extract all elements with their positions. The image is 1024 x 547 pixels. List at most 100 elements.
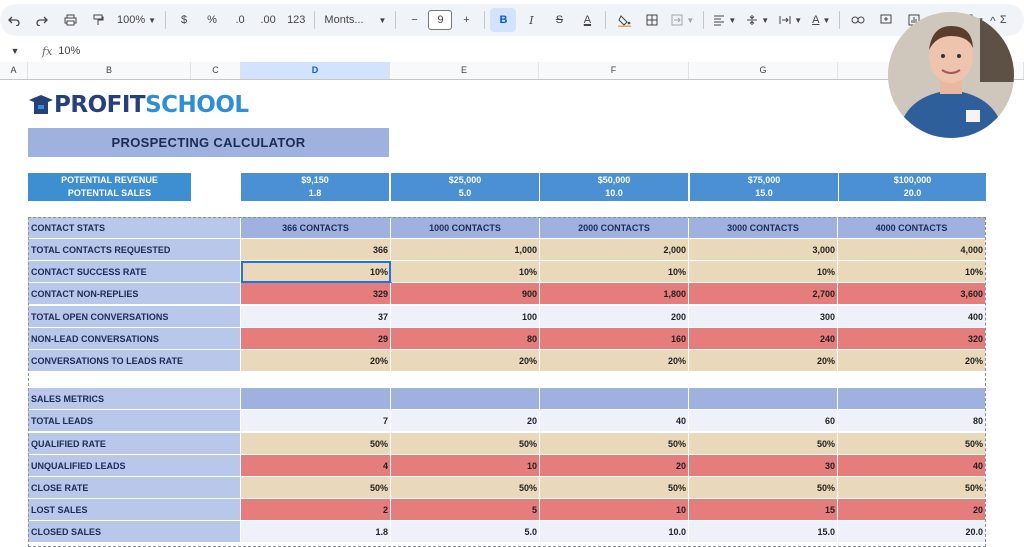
- value-cell[interactable]: 50%: [391, 433, 540, 455]
- value-cell[interactable]: 50%: [241, 433, 391, 455]
- row-label[interactable]: CLOSE RATE: [28, 477, 241, 499]
- decrease-font-size-button[interactable]: −: [411, 14, 418, 26]
- value-cell[interactable]: 20: [540, 455, 689, 477]
- value-cell[interactable]: 3,000: [689, 239, 838, 261]
- value-cell[interactable]: 20%: [540, 350, 689, 372]
- potential-cell[interactable]: $75,000 15.0: [690, 173, 838, 201]
- potential-cell[interactable]: $50,000 10.0: [540, 173, 688, 201]
- value-cell[interactable]: 5: [391, 499, 540, 521]
- value-cell[interactable]: 2: [241, 499, 391, 521]
- selected-cell[interactable]: 10%: [241, 261, 391, 283]
- row-label[interactable]: NON-LEAD CONVERSATIONS: [28, 328, 241, 350]
- value-cell[interactable]: 50%: [540, 433, 689, 455]
- value-cell[interactable]: 15: [689, 499, 838, 521]
- value-cell[interactable]: 30: [689, 455, 838, 477]
- value-cell[interactable]: 320: [838, 328, 986, 350]
- value-cell[interactable]: 29: [241, 328, 391, 350]
- value-cell[interactable]: 15.0: [689, 521, 838, 543]
- row-label[interactable]: TOTAL LEADS: [28, 410, 241, 432]
- value-cell[interactable]: 20%: [689, 350, 838, 372]
- merge-cells-icon[interactable]: ▼: [667, 8, 698, 32]
- value-cell[interactable]: 80: [838, 410, 986, 432]
- value-cell[interactable]: 50%: [241, 477, 391, 499]
- undo-icon[interactable]: [1, 8, 27, 32]
- vertical-align-icon[interactable]: ▼: [742, 8, 773, 32]
- column-header-e[interactable]: E: [390, 62, 539, 79]
- contact-stats-header[interactable]: CONTACT STATS: [28, 217, 241, 239]
- value-cell[interactable]: 100: [391, 306, 540, 328]
- column-header-f[interactable]: F: [539, 62, 689, 79]
- value-cell[interactable]: 20%: [391, 350, 540, 372]
- value-cell[interactable]: 20: [391, 410, 540, 432]
- strikethrough-button[interactable]: S: [555, 14, 564, 26]
- column-header-g[interactable]: G: [689, 62, 838, 79]
- value-cell[interactable]: 50%: [838, 433, 986, 455]
- column-label-cell[interactable]: 3000 CONTACTS: [689, 217, 838, 239]
- empty-header-cell[interactable]: [391, 388, 540, 410]
- print-icon[interactable]: [57, 8, 83, 32]
- name-box-dropdown-icon[interactable]: ▼: [10, 46, 20, 56]
- value-cell[interactable]: 50%: [689, 433, 838, 455]
- value-cell[interactable]: 4: [241, 455, 391, 477]
- value-cell[interactable]: 10: [540, 499, 689, 521]
- value-cell[interactable]: 40: [540, 410, 689, 432]
- column-label-cell[interactable]: 2000 CONTACTS: [540, 217, 689, 239]
- zoom-select[interactable]: 100% ▼: [113, 8, 160, 32]
- value-cell[interactable]: 20%: [838, 350, 986, 372]
- value-cell[interactable]: 366: [241, 239, 391, 261]
- decrease-decimal-button[interactable]: .0: [235, 14, 245, 26]
- value-cell[interactable]: 20.0: [838, 521, 986, 543]
- empty-header-cell[interactable]: [689, 388, 838, 410]
- italic-button[interactable]: I: [529, 13, 534, 27]
- value-cell[interactable]: 50%: [540, 477, 689, 499]
- borders-icon[interactable]: [639, 8, 665, 32]
- text-rotation-button[interactable]: A ▼: [808, 8, 834, 32]
- column-label-cell[interactable]: 4000 CONTACTS: [838, 217, 986, 239]
- redo-icon[interactable]: [29, 8, 55, 32]
- increase-decimal-button[interactable]: .00: [260, 14, 276, 26]
- column-header-b[interactable]: B: [28, 62, 191, 79]
- potential-cell[interactable]: $9,150 1.8: [241, 173, 389, 201]
- value-cell[interactable]: 7: [241, 410, 391, 432]
- value-cell[interactable]: 20: [838, 499, 986, 521]
- value-cell[interactable]: 10.0: [540, 521, 689, 543]
- value-cell[interactable]: 40: [838, 455, 986, 477]
- row-label[interactable]: CLOSED SALES: [28, 521, 241, 543]
- value-cell[interactable]: 10%: [540, 261, 689, 283]
- number-format-button[interactable]: 123: [287, 14, 306, 26]
- paint-format-icon[interactable]: [85, 8, 111, 32]
- value-cell[interactable]: 10%: [689, 261, 838, 283]
- fill-color-icon[interactable]: [611, 8, 637, 32]
- font-size-input[interactable]: 9: [428, 10, 453, 30]
- value-cell[interactable]: 329: [241, 283, 391, 305]
- horizontal-align-icon[interactable]: ▼: [709, 8, 740, 32]
- row-label[interactable]: UNQUALIFIED LEADS: [28, 455, 241, 477]
- increase-font-size-button[interactable]: +: [463, 14, 470, 26]
- column-header-a[interactable]: A: [0, 62, 28, 79]
- value-cell[interactable]: 60: [689, 410, 838, 432]
- value-cell[interactable]: 160: [540, 328, 689, 350]
- row-label[interactable]: CONTACT NON-REPLIES: [28, 283, 241, 305]
- value-cell[interactable]: 37: [241, 306, 391, 328]
- potential-cell[interactable]: $25,000 5.0: [391, 173, 539, 201]
- font-select[interactable]: Monts... ▼: [320, 8, 390, 32]
- formula-input[interactable]: 10%: [58, 45, 81, 57]
- value-cell[interactable]: 1.8: [241, 521, 391, 543]
- row-label[interactable]: CONVERSATIONS TO LEADS RATE: [28, 350, 241, 372]
- value-cell[interactable]: 50%: [391, 477, 540, 499]
- potential-cell[interactable]: $100,000 20.0: [839, 173, 986, 201]
- value-cell[interactable]: 4,000: [838, 239, 986, 261]
- value-cell[interactable]: 240: [689, 328, 838, 350]
- bold-button[interactable]: B: [490, 8, 517, 32]
- percent-format-button[interactable]: %: [207, 14, 217, 26]
- value-cell[interactable]: 400: [838, 306, 986, 328]
- column-label-cell[interactable]: 366 CONTACTS: [241, 217, 391, 239]
- value-cell[interactable]: 1,800: [540, 283, 689, 305]
- value-cell[interactable]: 900: [391, 283, 540, 305]
- value-cell[interactable]: 200: [540, 306, 689, 328]
- row-label[interactable]: TOTAL OPEN CONVERSATIONS: [28, 306, 241, 328]
- empty-header-cell[interactable]: [838, 388, 986, 410]
- value-cell[interactable]: 10%: [391, 261, 540, 283]
- value-cell[interactable]: 2,000: [540, 239, 689, 261]
- row-label[interactable]: TOTAL CONTACTS REQUESTED: [28, 239, 241, 261]
